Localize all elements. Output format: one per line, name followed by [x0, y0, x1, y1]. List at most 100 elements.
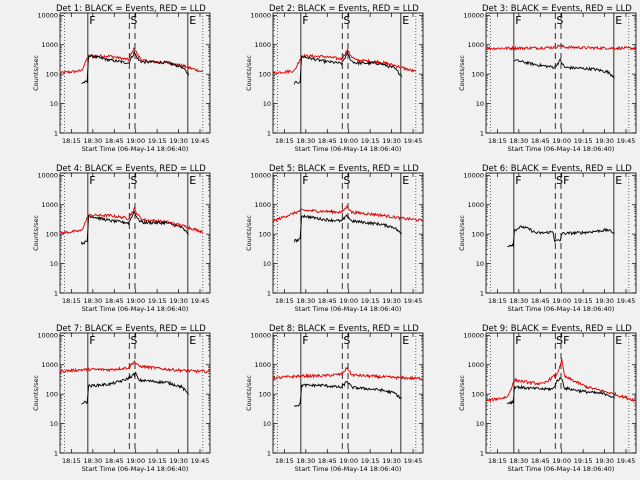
y-tick-label: 10000: [250, 332, 271, 340]
y-tick-label: 10000: [463, 172, 484, 180]
y-axis-label: Counts/sec: [32, 215, 40, 251]
y-tick-label: 1: [267, 289, 271, 297]
x-tick-label: 19:45: [404, 457, 423, 465]
x-axis-label: Start Time (06-May-14 18:06:40): [508, 305, 615, 313]
x-tick-label: 19:00: [339, 297, 358, 305]
y-axis-label: Counts/sec: [245, 215, 253, 251]
lld-series-line: [59, 359, 211, 375]
x-axis-label: Start Time (06-May-14 18:06:40): [508, 465, 615, 473]
x-tick-label: 19:15: [148, 457, 167, 465]
y-tick-label: 10: [50, 260, 58, 268]
y-tick-label: 1000: [41, 361, 58, 369]
x-tick-label: 19:00: [552, 457, 571, 465]
x-tick-label: 18:45: [105, 297, 124, 305]
x-tick-label: 18:30: [83, 137, 102, 145]
x-tick-label: 19:30: [382, 457, 401, 465]
x-tick-label: 18:45: [105, 457, 124, 465]
y-tick-label: 10000: [250, 12, 271, 20]
y-tick-label: 10: [263, 260, 271, 268]
interval-marker: E: [189, 14, 196, 27]
interval-marker: F: [302, 334, 308, 347]
x-tick-label: 19:00: [552, 297, 571, 305]
interval-marker: E: [402, 174, 409, 187]
x-tick-label: 18:15: [275, 137, 294, 145]
x-tick-label: 18:45: [531, 297, 550, 305]
x-tick-label: 18:30: [83, 297, 102, 305]
interval-marker: F: [89, 334, 95, 347]
detector-panel-4: Det 4: BLACK = Events, RED = LLD 1 10 100 10…: [32, 164, 211, 313]
lld-series-line: [272, 367, 424, 381]
x-tick-label: 18:15: [488, 457, 507, 465]
y-tick-label: 10000: [37, 172, 58, 180]
x-tick-label: 19:30: [382, 297, 401, 305]
x-tick-label: 18:45: [531, 137, 550, 145]
x-tick-label: 19:45: [191, 297, 210, 305]
events-series-line: [81, 371, 190, 405]
events-series-line: [81, 49, 190, 84]
y-tick-label: 1000: [41, 41, 58, 49]
detector-panel-7: Det 7: BLACK = Events, RED = LLD 1 10 100 10…: [32, 324, 211, 473]
x-tick-label: 19:15: [148, 137, 167, 145]
events-series-line: [294, 380, 402, 407]
x-axis-label: Start Time (06-May-14 18:06:40): [82, 305, 189, 313]
interval-marker: S: [343, 14, 350, 27]
x-axis-label: Start Time (06-May-14 18:06:40): [508, 145, 615, 153]
lld-series-line: [485, 358, 637, 403]
y-tick-label: 1: [267, 449, 271, 457]
panel-title: Det 8: BLACK = Events, RED = LLD: [269, 324, 419, 334]
x-tick-label: 19:15: [361, 297, 380, 305]
x-tick-label: 18:15: [275, 457, 294, 465]
interval-marker: F: [515, 174, 521, 187]
x-tick-label: 19:30: [595, 457, 614, 465]
lld-series-line: [272, 49, 417, 75]
y-tick-label: 1: [267, 129, 271, 137]
detector-panel-2: Det 2: BLACK = Events, RED = LLD 1 10 100 10…: [245, 4, 424, 153]
events-series-line: [80, 210, 189, 246]
lld-series-line: [485, 44, 637, 51]
y-tick-label: 10: [263, 420, 271, 428]
y-tick-label: 10000: [463, 12, 484, 20]
interval-marker: F: [515, 334, 521, 347]
detector-panel-6: Det 6: BLACK = Events, RED = LLD 1 10 100 10…: [458, 164, 637, 313]
interval-marker: S: [556, 334, 563, 347]
events-series-line: [507, 225, 615, 248]
interval-marker: E: [189, 334, 196, 347]
x-tick-label: 18:45: [318, 457, 337, 465]
y-tick-label: 1: [480, 129, 484, 137]
y-tick-label: 10: [476, 260, 484, 268]
x-tick-label: 18:15: [62, 137, 81, 145]
panel-title: Det 7: BLACK = Events, RED = LLD: [56, 324, 206, 334]
x-tick-label: 19:45: [404, 297, 423, 305]
y-axis-label: Counts/sec: [458, 55, 466, 91]
y-tick-label: 1000: [254, 41, 271, 49]
x-tick-label: 18:30: [509, 137, 528, 145]
y-tick-label: 1000: [41, 201, 58, 209]
panel-title: Det 3: BLACK = Events, RED = LLD: [482, 4, 632, 14]
x-axis-label: Start Time (06-May-14 18:06:40): [295, 465, 402, 473]
x-tick-label: 19:30: [595, 137, 614, 145]
x-axis-label: Start Time (06-May-14 18:06:40): [82, 465, 189, 473]
x-tick-label: 19:15: [574, 457, 593, 465]
x-tick-label: 18:30: [509, 457, 528, 465]
events-series-line: [293, 51, 403, 85]
x-axis-label: Start Time (06-May-14 18:06:40): [295, 305, 402, 313]
x-tick-label: 19:30: [382, 137, 401, 145]
x-axis-label: Start Time (06-May-14 18:06:40): [295, 145, 402, 153]
y-tick-label: 100: [46, 230, 58, 238]
x-tick-label: 18:15: [275, 297, 294, 305]
x-tick-label: 18:45: [318, 297, 337, 305]
y-tick-label: 100: [259, 70, 271, 78]
events-series-line: [293, 214, 402, 243]
x-tick-label: 18:15: [488, 297, 507, 305]
lld-series-line: [59, 47, 204, 75]
y-tick-label: 10: [50, 100, 58, 108]
interval-marker: F: [302, 174, 308, 187]
y-tick-label: 10000: [250, 172, 271, 180]
x-tick-label: 18:30: [296, 137, 315, 145]
x-tick-label: 19:00: [126, 137, 145, 145]
lld-series-line: [59, 206, 204, 235]
y-tick-label: 100: [472, 70, 484, 78]
x-tick-label: 19:30: [169, 457, 188, 465]
